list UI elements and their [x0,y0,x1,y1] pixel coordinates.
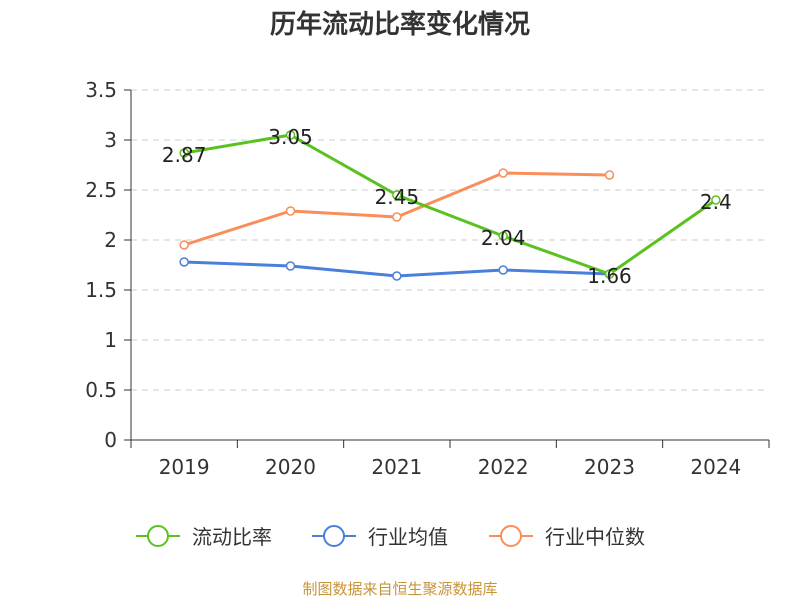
data-label: 2.4 [700,190,732,214]
y-tick-label: 2 [104,228,117,252]
data-point [711,195,721,205]
data-point [604,269,615,279]
data-point [498,168,508,178]
data-point [179,148,189,158]
x-tick-label: 2020 [265,455,316,479]
data-label: 3.05 [268,125,313,149]
data-point [392,212,402,222]
data-point [285,261,296,271]
chart-title: 历年流动比率变化情况 [269,10,530,40]
x-tick-label: 2019 [159,455,210,479]
y-tick-label: 1 [104,328,117,352]
data-point [179,240,189,250]
source-note: 制图数据来自恒生聚源数据库 [302,580,498,598]
x-tick-label: 2022 [478,455,529,479]
data-point [285,130,296,140]
x-tick-label: 2023 [584,455,635,479]
data-label: 1.66 [587,264,632,288]
y-tick-label: 0 [104,428,117,452]
y-tick-label: 3 [104,128,117,152]
series-line [183,171,610,247]
x-tick-label: 2024 [690,455,741,479]
y-tick-label: 3.5 [85,78,117,102]
legend-label: 行业均值 [368,525,448,549]
y-tick-label: 1.5 [85,278,117,302]
data-label: 2.87 [162,143,207,167]
data-point [179,257,189,267]
data-point [604,170,615,180]
data-label: 2.45 [375,185,420,209]
data-point [498,265,508,275]
y-tick-label: 0.5 [85,378,117,402]
x-tick-label: 2021 [371,455,422,479]
legend-marker [323,525,345,547]
legend-marker [500,525,522,547]
data-label: 2.04 [481,226,526,250]
legend-marker [147,525,169,547]
data-point [285,206,296,216]
legend-label: 流动比率 [192,525,272,549]
data-point [392,271,402,281]
y-tick-label: 2.5 [85,178,117,202]
data-point [392,190,402,200]
data-point [498,231,508,241]
series-line [183,133,717,276]
legend-label: 行业中位数 [545,525,645,549]
